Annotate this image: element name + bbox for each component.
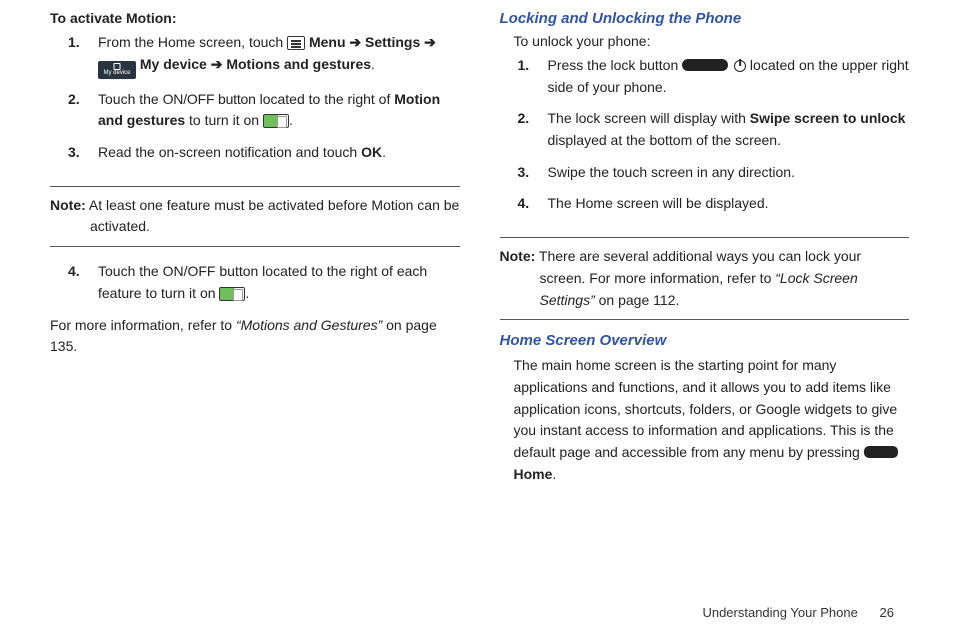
step-1: Press the lock button located on the upp…: [514, 55, 910, 98]
text: For more information, refer to: [50, 317, 236, 333]
text: The Home screen will be displayed.: [548, 195, 769, 211]
overview-paragraph: The main home screen is the starting poi…: [514, 355, 910, 485]
text: Read the on-screen notification and touc…: [98, 144, 361, 160]
step-3: Read the on-screen notification and touc…: [64, 142, 460, 164]
heading-locking: Locking and Unlocking the Phone: [500, 10, 910, 27]
lock-button-icon: [682, 59, 728, 71]
spacer: [50, 253, 460, 261]
right-column: Locking and Unlocking the Phone To unloc…: [500, 10, 910, 616]
note-label: Note:: [50, 197, 86, 213]
period: .: [552, 466, 556, 482]
note-text: on page 112.: [595, 292, 680, 308]
note-text: At least one feature must be activated b…: [86, 197, 460, 235]
text-bold: Menu: [309, 34, 346, 50]
step-4: The Home screen will be displayed.: [514, 193, 910, 215]
steps-unlock: Press the lock button located on the upp…: [514, 55, 910, 225]
home-button-icon: [864, 446, 898, 458]
power-icon: [734, 60, 746, 72]
toggle-on-icon: [263, 114, 289, 128]
text: Touch the: [98, 91, 163, 107]
note-lock-settings: Note: There are several additional ways …: [500, 244, 910, 313]
text: located to the right of: [256, 91, 395, 107]
arrow: ➔: [349, 34, 365, 50]
onoff-text: ON/OFF button: [163, 91, 256, 107]
text-bold: Motions and gestures: [226, 56, 371, 72]
heading-home-overview: Home Screen Overview: [500, 332, 910, 349]
page-number: 26: [880, 605, 894, 620]
left-column: To activate Motion: From the Home screen…: [50, 10, 460, 616]
more-info: For more information, refer to “Motions …: [50, 315, 460, 358]
text: Press the lock button: [548, 57, 683, 73]
subhead-activate-motion: To activate Motion:: [50, 10, 460, 26]
text-bold: OK: [361, 144, 382, 160]
divider: [50, 246, 460, 247]
page-footer: Understanding Your Phone 26: [702, 605, 894, 620]
text: Touch the ON/OFF button located to the r…: [98, 263, 427, 301]
text: The lock screen will display with: [548, 110, 750, 126]
text: From the Home screen, touch: [98, 34, 287, 50]
menu-icon: [287, 36, 305, 50]
period: .: [382, 144, 386, 160]
text: Swipe the touch screen in any direction.: [548, 164, 795, 180]
reference-ital: “Motions and Gestures”: [236, 317, 382, 333]
step-3: Swipe the touch screen in any direction.: [514, 162, 910, 184]
arrow: ➔: [211, 56, 227, 72]
text-bold: My device: [140, 56, 207, 72]
my-device-icon: My device: [98, 61, 136, 79]
text-bold: Swipe screen to unlock: [750, 110, 906, 126]
note-motion: Note: At least one feature must be activ…: [50, 193, 460, 240]
steps-activate-motion: From the Home screen, touch Menu ➔ Setti…: [64, 32, 460, 174]
step-4: 4. Touch the ON/OFF button located to th…: [64, 261, 460, 304]
period: .: [371, 56, 375, 72]
divider: [500, 237, 910, 238]
step-1: From the Home screen, touch Menu ➔ Setti…: [64, 32, 460, 79]
period: .: [289, 112, 293, 128]
divider: [50, 186, 460, 187]
intro-unlock: To unlock your phone:: [514, 33, 910, 49]
step-number: 4.: [68, 261, 80, 283]
text: displayed at the bottom of the screen.: [548, 132, 781, 148]
text: to turn it on: [185, 112, 263, 128]
period: .: [245, 285, 249, 301]
text-bold: Settings: [365, 34, 420, 50]
text: The main home screen is the starting poi…: [514, 357, 898, 460]
toggle-on-icon: [219, 287, 245, 301]
step-2: The lock screen will display with Swipe …: [514, 108, 910, 151]
step-2: Touch the ON/OFF button located to the r…: [64, 89, 460, 132]
divider: [500, 319, 910, 320]
chapter-title: Understanding Your Phone: [702, 605, 857, 620]
arrow: ➔: [424, 34, 436, 50]
text-bold: Home: [514, 466, 553, 482]
page: To activate Motion: From the Home screen…: [0, 0, 954, 636]
note-label: Note:: [500, 248, 536, 264]
